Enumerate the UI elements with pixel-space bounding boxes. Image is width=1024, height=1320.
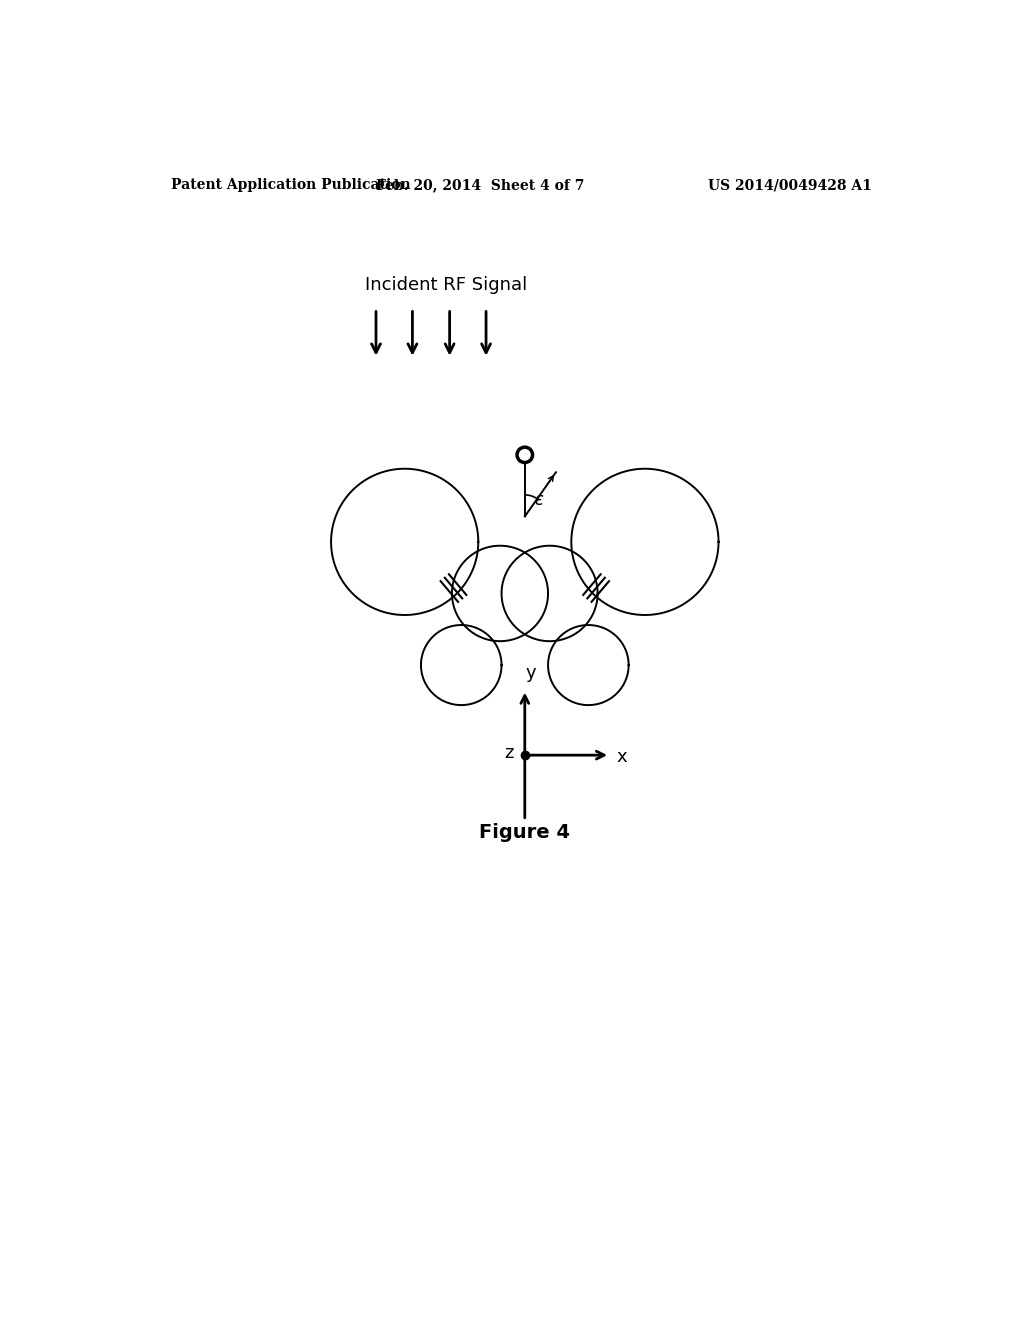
Text: US 2014/0049428 A1: US 2014/0049428 A1: [709, 178, 872, 193]
Text: Incident RF Signal: Incident RF Signal: [365, 276, 527, 294]
Text: Figure 4: Figure 4: [479, 822, 570, 842]
Text: Patent Application Publication: Patent Application Publication: [171, 178, 411, 193]
Text: z: z: [504, 744, 513, 762]
Text: x: x: [616, 748, 627, 767]
Text: Feb. 20, 2014  Sheet 4 of 7: Feb. 20, 2014 Sheet 4 of 7: [377, 178, 585, 193]
Text: $\varepsilon$: $\varepsilon$: [535, 491, 545, 508]
Text: y: y: [525, 664, 537, 682]
